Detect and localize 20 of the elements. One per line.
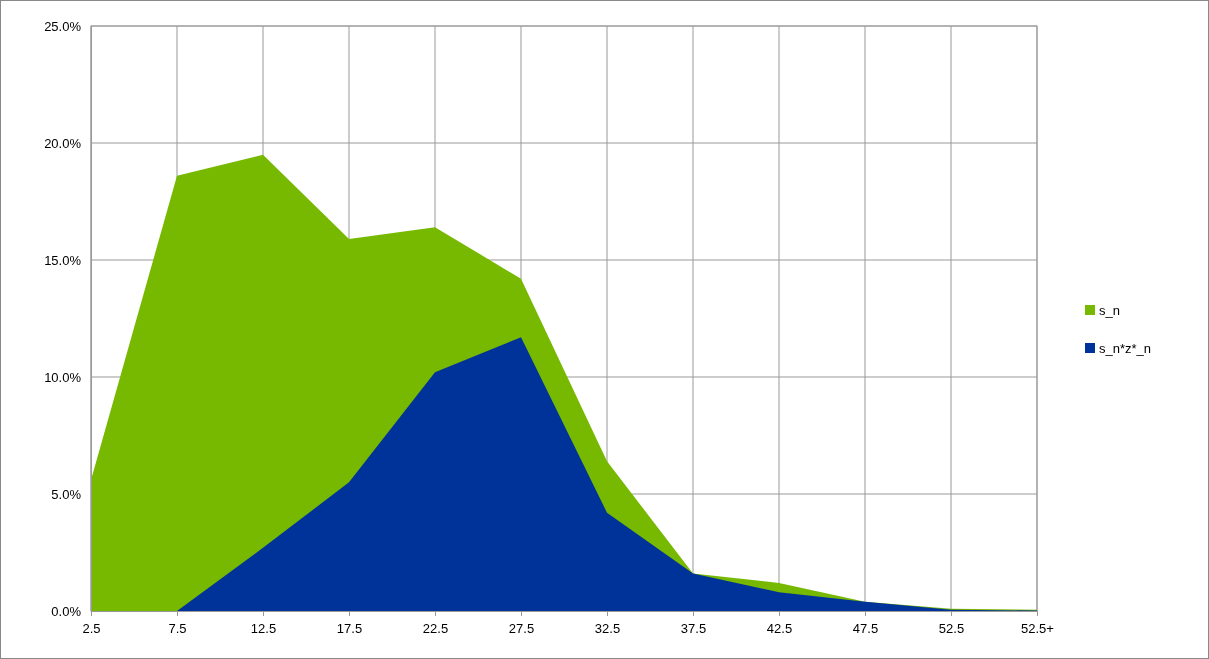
x-tick-label: 42.5 [766, 621, 793, 637]
x-tick-label: 32.5 [594, 621, 621, 637]
y-tick-label: 10.0% [44, 369, 82, 385]
legend-label: s_n*z*_n [1099, 340, 1152, 356]
y-tick-label: 20.0% [44, 135, 82, 151]
x-tick-label: 22.5 [422, 621, 449, 637]
x-tick-label: 52.5+ [1021, 621, 1054, 637]
x-tick-label: 47.5 [852, 621, 879, 637]
y-tick-label: 5.0% [51, 486, 82, 502]
y-tick-label: 0.0% [51, 603, 82, 619]
y-tick-label: 15.0% [44, 252, 82, 268]
legend-label: s_n [1099, 302, 1120, 318]
x-tick-label: 12.5 [250, 621, 277, 637]
x-tick-label: 27.5 [508, 621, 535, 637]
x-tick-label: 7.5 [168, 621, 187, 637]
x-tick-label: 17.5 [336, 621, 363, 637]
x-tick-label: 37.5 [680, 621, 707, 637]
y-tick-label: 25.0% [44, 18, 82, 34]
x-tick-label: 2.5 [82, 621, 101, 637]
x-tick-label: 52.5 [938, 621, 965, 637]
